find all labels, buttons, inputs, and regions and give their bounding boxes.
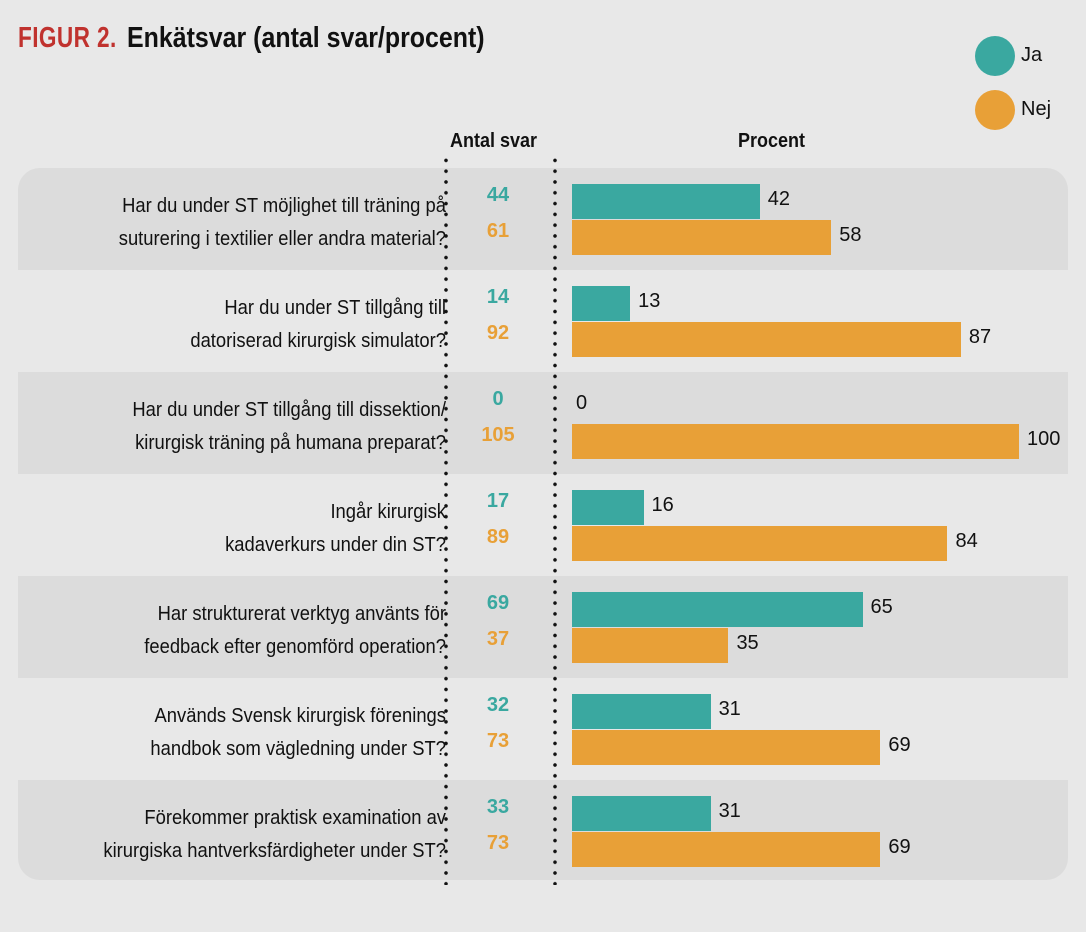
chart-row: Används Svensk kirurgisk förenings handbo… <box>18 678 1068 780</box>
chart-panel: Har du under ST möjlighet till träning p… <box>18 168 1068 880</box>
bar-ja <box>572 694 711 729</box>
count-ja: 32 <box>486 694 510 716</box>
bar-ja <box>572 184 760 219</box>
legend-swatch-nej <box>975 90 1015 130</box>
percent-label-ja: 42 <box>767 188 790 210</box>
question-label: Förekommer praktisk examination av kirurg… <box>41 802 446 868</box>
legend-label-nej: Nej <box>1021 98 1052 120</box>
question-line-1: Används Svensk kirurgisk förenings <box>154 705 446 727</box>
count-nej: 61 <box>486 220 510 242</box>
question-line-2: kirurgiska hantverksfärdigheter under ST… <box>103 840 446 862</box>
bar-nej <box>572 220 832 255</box>
chart-row: Har du under ST möjlighet till träning p… <box>18 168 1068 270</box>
bar-nej <box>572 322 961 357</box>
bar-ja <box>572 796 711 831</box>
chart-row: Har strukturerat verktyg använts för feed… <box>18 576 1068 678</box>
question-line-2: suturering i textilier eller andra mater… <box>118 228 446 250</box>
percent-label-nej: 69 <box>888 734 911 756</box>
column-header-counts: Antal svar <box>450 130 538 152</box>
count-ja: 44 <box>486 184 510 206</box>
chart-row: Ingår kirurgisk kadaverkurs under din ST?… <box>18 474 1068 576</box>
count-ja: 33 <box>486 796 510 818</box>
chart-row: Har du under ST tillgång till datoriserad… <box>18 270 1068 372</box>
legend-item-nej: Nej <box>975 90 1075 130</box>
count-nej: 37 <box>486 628 510 650</box>
figure-label: FIGUR 2. <box>18 22 117 54</box>
question-line-2: datoriserad kirurgisk simulator? <box>190 330 446 352</box>
question-line-2: handbok som vägledning under ST? <box>150 738 446 760</box>
bar-nej <box>572 832 881 867</box>
question-line-2: feedback efter genomförd operation? <box>144 636 446 658</box>
question-label: Ingår kirurgisk kadaverkurs under din ST? <box>41 496 446 562</box>
bar-nej <box>572 730 881 765</box>
percent-label-ja: 31 <box>718 698 741 720</box>
chart-row: Förekommer praktisk examination av kirurg… <box>18 780 1068 880</box>
chart-title: FIGUR 2. Enkätsvar (antal svar/procent) <box>18 22 542 55</box>
percent-label-ja: 13 <box>638 290 661 312</box>
bar-ja <box>572 592 863 627</box>
legend-swatch-ja <box>975 36 1015 76</box>
count-nej: 92 <box>486 322 510 344</box>
question-line-1: Förekommer praktisk examination av <box>144 807 446 829</box>
percent-label-nej: 69 <box>888 836 911 858</box>
chart-row: Har du under ST tillgång till dissektion… <box>18 372 1068 474</box>
question-line-1: Har strukturerat verktyg använts för <box>157 603 446 625</box>
count-ja: 69 <box>486 592 510 614</box>
bar-nej <box>572 628 729 663</box>
question-line-1: Ingår kirurgisk <box>330 501 446 523</box>
percent-label-nej: 87 <box>968 326 992 348</box>
bar-ja <box>572 286 631 321</box>
question-line-1: Har du under ST möjlighet till träning p… <box>122 195 447 217</box>
legend-label-ja: Ja <box>1021 44 1043 66</box>
question-label: Har strukturerat verktyg använts för feed… <box>41 598 446 664</box>
percent-label-nej: 100 <box>1027 428 1061 450</box>
count-ja: 14 <box>486 286 510 308</box>
question-label: Används Svensk kirurgisk förenings handbo… <box>41 700 446 766</box>
question-label: Har du under ST tillgång till datoriserad… <box>41 292 446 358</box>
percent-label-ja: 0 <box>576 392 588 414</box>
count-nej: 73 <box>486 730 510 752</box>
bar-ja <box>572 490 644 525</box>
question-line-2: kadaverkurs under din ST? <box>225 534 446 556</box>
percent-label-nej: 35 <box>736 632 759 654</box>
legend-item-ja: Ja <box>975 36 1075 76</box>
percent-label-ja: 31 <box>718 800 741 822</box>
percent-label-ja: 65 <box>870 596 893 618</box>
bar-nej <box>572 526 948 561</box>
divider-left <box>444 155 448 885</box>
question-line-1: Har du under ST tillgång till dissektion… <box>132 399 446 421</box>
count-nej: 105 <box>481 424 515 446</box>
percent-label-nej: 58 <box>839 224 862 246</box>
count-nej: 89 <box>486 526 510 548</box>
question-label: Har du under ST tillgång till dissektion… <box>41 394 446 460</box>
percent-label-nej: 84 <box>955 530 978 552</box>
column-header-percent: Procent <box>738 130 806 152</box>
divider-right <box>553 155 557 885</box>
count-ja: 0 <box>492 388 504 410</box>
question-line-1: Har du under ST tillgång till <box>224 297 446 319</box>
question-line-2: kirurgisk träning på humana preparat? <box>135 432 446 454</box>
question-label: Har du under ST möjlighet till träning p… <box>41 190 446 256</box>
percent-label-ja: 16 <box>651 494 674 516</box>
count-nej: 73 <box>486 832 510 854</box>
bar-nej <box>572 424 1019 459</box>
count-ja: 17 <box>486 490 510 512</box>
figure-title: Enkätsvar (antal svar/procent) <box>126 22 485 54</box>
